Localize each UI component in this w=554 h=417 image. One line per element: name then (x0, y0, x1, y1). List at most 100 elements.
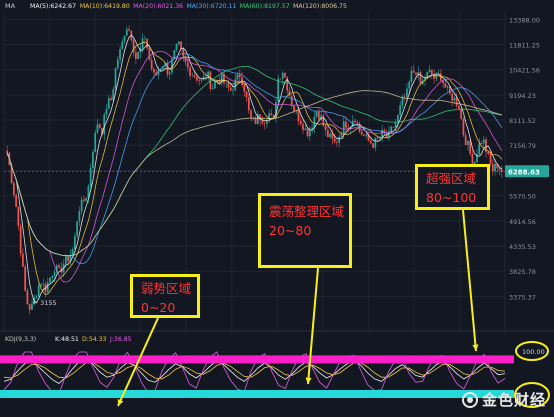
y-tick-label: 8111.52 (509, 117, 536, 125)
candle-body (270, 113, 273, 116)
candle-body (390, 126, 393, 132)
candle-body (336, 141, 338, 143)
candle-body (275, 102, 277, 118)
candle-body (399, 105, 402, 116)
candle-body (363, 134, 365, 136)
kdj-legend-k: K:48.51 (55, 336, 79, 343)
candle-body (89, 168, 92, 187)
candle-body (403, 96, 406, 98)
candle-body (451, 93, 453, 101)
candle-body (58, 265, 60, 268)
range-zone-range: 20~80 (269, 223, 312, 238)
candle-body (322, 115, 325, 126)
candle-body (317, 111, 320, 120)
candle-body (315, 111, 318, 117)
y-tick-label: 4335.53 (509, 243, 536, 251)
ma-legend-item: MA(120):8006.75 (293, 3, 347, 10)
candle-body (247, 97, 250, 111)
candle-body (141, 38, 144, 49)
candle-body (448, 86, 451, 94)
range-arrow-head (305, 377, 312, 384)
candle-body (408, 82, 411, 89)
candle-body (320, 115, 322, 120)
candle-body (381, 130, 383, 137)
candle-body (80, 199, 83, 212)
ma-line (6, 34, 503, 303)
candle-body (478, 143, 481, 155)
weak-zone-range: 0~20 (141, 300, 176, 315)
ma-line (6, 90, 503, 257)
candle-body (268, 113, 271, 121)
candle-body (92, 151, 94, 169)
candle-body (153, 69, 155, 73)
range-zone-title: 震荡整理区域 (269, 204, 345, 219)
y-tick-label: 11811.25 (509, 41, 540, 49)
candle-body (53, 272, 56, 276)
candle-body (306, 128, 309, 137)
candle-body (202, 76, 205, 80)
candle-body (369, 140, 372, 144)
candle-body (198, 80, 200, 81)
weak-arrow-shaft (117, 317, 159, 407)
candle-body (279, 78, 282, 80)
candle-body (51, 275, 54, 278)
candle-body (378, 136, 381, 138)
candle-body (333, 138, 336, 142)
candle-body (173, 50, 176, 59)
candle-body (46, 282, 49, 292)
candle-body (338, 136, 341, 143)
candle-body (345, 121, 347, 128)
candle-body (397, 115, 399, 123)
candle-body (205, 76, 207, 78)
candle-body (243, 85, 246, 92)
candle-body (71, 249, 74, 256)
candle-body (15, 195, 17, 207)
candle-body (428, 69, 431, 73)
weak-arrow-head (117, 399, 124, 406)
candle-body (157, 70, 160, 76)
candle-body (302, 124, 304, 131)
candle-body (232, 90, 234, 91)
candle-body (308, 129, 311, 137)
strong-zone-range: 80~100 (426, 190, 477, 205)
candle-body (498, 168, 501, 170)
candle-body (354, 120, 356, 123)
y-tick-label: 5570.50 (509, 193, 536, 201)
arrows (117, 209, 479, 407)
candle-body (42, 283, 45, 285)
candle-body (299, 121, 302, 125)
price-badge-text: 6288.63 (508, 168, 540, 176)
candle-body (392, 126, 395, 128)
y-tick-label: 7156.79 (509, 142, 536, 150)
y-tick-label: 4914.56 (509, 218, 536, 226)
candle-body (496, 163, 499, 169)
candle-body (227, 82, 230, 88)
candle-body (460, 108, 463, 119)
candle-body (485, 139, 487, 152)
candle-body (340, 134, 343, 137)
ma-legend-item: MA(5):6242.67 (30, 3, 76, 10)
lower-band-highlight (0, 390, 514, 398)
candle-body (263, 123, 266, 124)
candle-body (85, 197, 88, 201)
candle-body (19, 226, 22, 254)
candle-body (417, 72, 420, 75)
kdj-legend-d: D:54.33 (82, 336, 107, 343)
candle-body (189, 67, 191, 76)
weak-zone-title: 弱势区域 (141, 281, 192, 296)
candle-body (223, 73, 225, 84)
candle-body (467, 140, 469, 146)
candle-body (410, 70, 413, 83)
candle-body (491, 164, 494, 172)
candle-body (360, 131, 363, 135)
candle-body (462, 118, 465, 136)
candle-body (487, 151, 490, 154)
candle-body (116, 59, 119, 69)
candle-body (259, 114, 261, 120)
candle-body (254, 117, 257, 124)
candle-body (180, 41, 182, 49)
candle-body (331, 133, 334, 139)
candle-body (494, 163, 496, 172)
